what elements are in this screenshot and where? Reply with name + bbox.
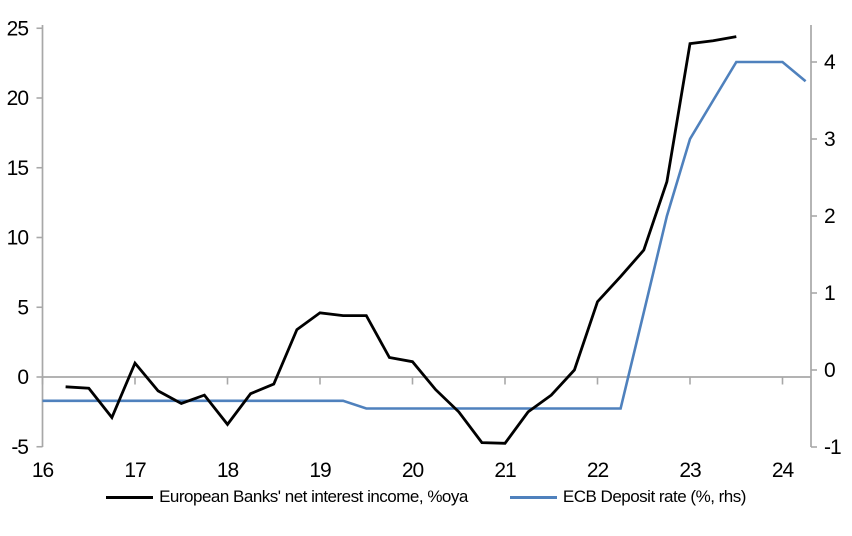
legend-item-net-interest-income: European Banks' net interest income, %oy… bbox=[106, 487, 468, 507]
x-axis-tick-label: 19 bbox=[309, 459, 331, 482]
left-axis-tick-label: 5 bbox=[17, 296, 28, 319]
black-line-swatch-icon bbox=[106, 495, 154, 499]
legend-label-ecb-deposit-rate: ECB Deposit rate (%, rhs) bbox=[562, 487, 747, 506]
right-axis-tick-label: 2 bbox=[824, 205, 835, 228]
right-axis-tick-label: 1 bbox=[824, 282, 835, 305]
x-axis-tick-label: 16 bbox=[32, 459, 54, 482]
left-axis-tick-label: 25 bbox=[7, 17, 29, 40]
legend-label-net-interest-income: European Banks' net interest income, %oy… bbox=[159, 487, 468, 506]
legend-item-ecb-deposit-rate: ECB Deposit rate (%, rhs) bbox=[509, 487, 747, 507]
right-axis-tick-label: 3 bbox=[824, 128, 835, 151]
x-axis-tick-label: 17 bbox=[124, 459, 146, 482]
left-axis-tick-label: 0 bbox=[17, 366, 28, 389]
blue-line-swatch-icon bbox=[509, 495, 557, 499]
left-axis-tick-label: 20 bbox=[7, 87, 29, 110]
x-axis-tick-label: 24 bbox=[772, 459, 795, 482]
right-axis-tick-label: -1 bbox=[824, 436, 841, 459]
x-axis-tick-label: 20 bbox=[402, 459, 424, 482]
x-axis-tick-label: 22 bbox=[587, 459, 609, 482]
x-axis-tick-label: 23 bbox=[679, 459, 701, 482]
left-axis-tick-label: 15 bbox=[7, 157, 29, 180]
left-axis-tick-label: -5 bbox=[11, 436, 28, 459]
x-axis-tick-label: 18 bbox=[217, 459, 239, 482]
ecb-deposit-rate-line bbox=[42, 60, 807, 410]
left-axis-tick-label: 10 bbox=[7, 227, 29, 250]
chart-legend: European Banks' net interest income, %oy… bbox=[0, 487, 852, 507]
net-interest-income-line bbox=[65, 35, 737, 445]
right-axis-tick-label: 0 bbox=[824, 359, 835, 382]
x-axis-tick-label: 21 bbox=[494, 459, 516, 482]
right-axis-tick-label: 4 bbox=[824, 51, 836, 74]
